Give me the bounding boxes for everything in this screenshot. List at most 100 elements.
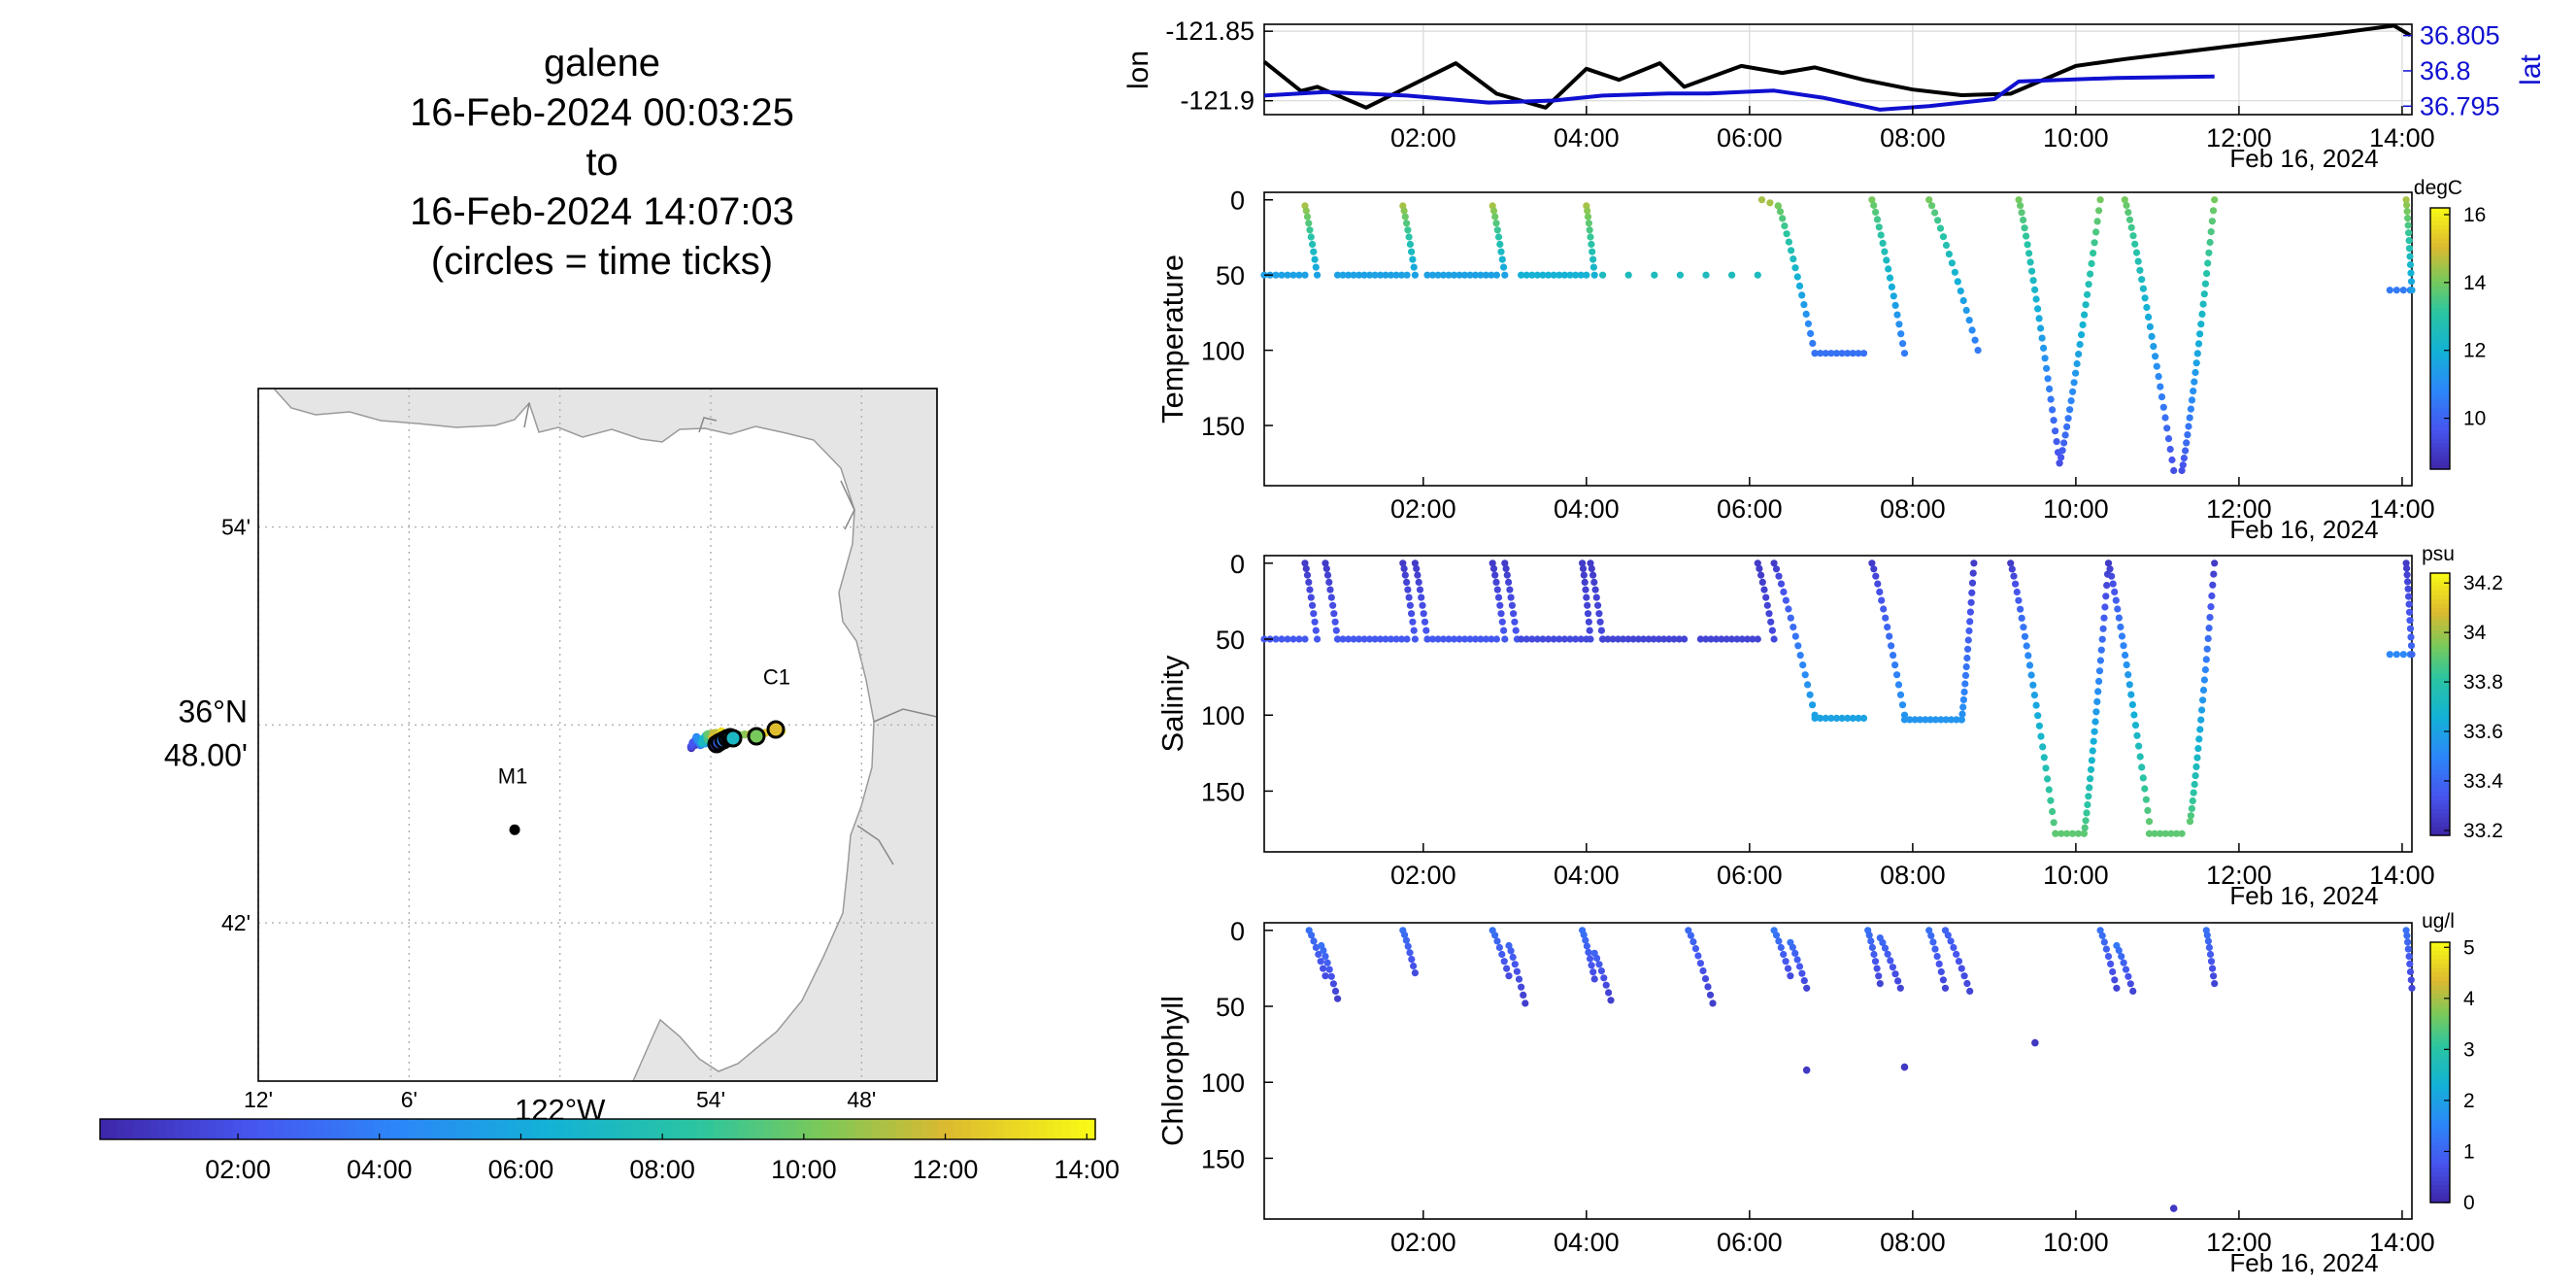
data-point: [2197, 321, 2205, 328]
map-colorbar-segment: [108, 1119, 117, 1139]
map-colorbar-segment: [1045, 1119, 1054, 1139]
data-point: [2095, 677, 2103, 686]
colorbar-segment: [2430, 669, 2450, 675]
data-point: [2189, 797, 2196, 805]
data-point: [1875, 223, 1883, 231]
data-point: [2167, 830, 2175, 837]
data-point: [2211, 559, 2219, 567]
map-colorbar-segment: [407, 1119, 417, 1139]
colorbar-segment: [2430, 1055, 2450, 1061]
colorbar-segment: [2430, 321, 2450, 326]
data-point: [1770, 635, 1778, 643]
data-point: [2037, 324, 2045, 332]
data-point: [1758, 578, 1766, 587]
data-point: [2015, 596, 2023, 604]
data-point: [1583, 271, 1590, 279]
data-point: [2194, 340, 2203, 348]
data-point: [1718, 635, 1725, 643]
data-point: [2124, 972, 2132, 980]
data-point: [2182, 447, 2190, 455]
data-point: [1881, 248, 1889, 255]
data-point: [2084, 800, 2091, 809]
map-colorbar-segment: [481, 1119, 491, 1139]
data-point: [1885, 265, 1892, 273]
data-point: [1587, 233, 1594, 241]
colorbar-segment: [2430, 456, 2450, 461]
data-point: [2046, 385, 2054, 392]
data-point: [2157, 830, 2164, 837]
x-tick-label: 12:00: [2206, 494, 2272, 524]
data-point: [2089, 747, 2096, 755]
map-colorbar-segment: [714, 1119, 723, 1139]
data-point: [2185, 423, 2192, 430]
data-point: [1421, 618, 1429, 626]
colorbar-segment: [2430, 634, 2450, 640]
data-point: [2145, 313, 2153, 321]
data-point: [2007, 559, 2015, 567]
data-point: [2040, 344, 2048, 352]
data-point: [1870, 201, 1878, 209]
map-colorbar-segment: [257, 1119, 267, 1139]
colorbar-segment: [2430, 730, 2450, 736]
data-point: [1303, 571, 1312, 579]
data-point: [2209, 965, 2217, 972]
data-point: [1494, 593, 1503, 601]
colorbar-segment: [2430, 577, 2450, 583]
data-point: [1403, 635, 1411, 643]
station-label: M1: [498, 763, 528, 788]
colorbar-segment: [2430, 778, 2450, 784]
data-point: [1822, 714, 1829, 723]
data-point: [1596, 618, 1604, 626]
data-point: [1489, 564, 1498, 573]
data-point: [1309, 240, 1317, 249]
data-point: [1959, 703, 1967, 711]
data-point: [1502, 564, 1510, 573]
data-point: [2407, 269, 2415, 277]
y2-axis-label: lat: [2515, 53, 2547, 85]
map-lat-label: 42': [221, 910, 251, 935]
data-point: [1876, 980, 1884, 988]
data-point: [1566, 271, 1574, 279]
data-point: [1329, 601, 1337, 609]
data-point: [2169, 1204, 2178, 1212]
data-point: [1339, 635, 1347, 643]
data-point: [2126, 980, 2134, 988]
map-colorbar-segment: [440, 1119, 450, 1139]
data-point: [1310, 937, 1318, 945]
map-lat-label: 36°N: [179, 694, 249, 729]
data-point: [1681, 635, 1689, 643]
data-point: [1572, 271, 1580, 279]
data-point: [2200, 290, 2208, 298]
data-point: [1310, 248, 1318, 255]
data-point: [2203, 932, 2211, 939]
map-colorbar-segment: [962, 1119, 972, 1139]
map-colorbar-segment: [588, 1119, 599, 1139]
colorbar-segment: [2430, 1137, 2450, 1143]
axes-frame: [1263, 191, 2413, 487]
data-point: [2008, 565, 2016, 573]
map-colorbar-segment: [904, 1119, 914, 1139]
data-point: [2146, 322, 2154, 330]
data-point: [1757, 196, 1766, 204]
colorbar-segment: [2430, 1129, 2450, 1135]
data-point: [1870, 565, 1878, 573]
data-point: [1505, 941, 1513, 950]
data-point: [2404, 938, 2412, 946]
data-point: [2091, 728, 2098, 735]
colorbar-segment: [2430, 1102, 2450, 1108]
data-point: [1411, 635, 1419, 643]
data-point: [1936, 224, 1945, 232]
data-point: [2153, 362, 2160, 370]
data-point: [2403, 208, 2411, 216]
colorbar-segment: [2430, 264, 2450, 270]
map-colorbar-segment: [382, 1119, 391, 1139]
data-point: [2404, 221, 2412, 229]
data-point: [1806, 691, 1814, 698]
data-point: [2078, 331, 2086, 339]
data-point: [1491, 213, 1499, 220]
data-point: [2131, 240, 2139, 248]
colorbar-segment: [2430, 617, 2450, 623]
colorbar-segment: [2430, 255, 2450, 261]
data-point: [2038, 334, 2046, 342]
x-tick-label: 12:00: [2206, 123, 2272, 153]
